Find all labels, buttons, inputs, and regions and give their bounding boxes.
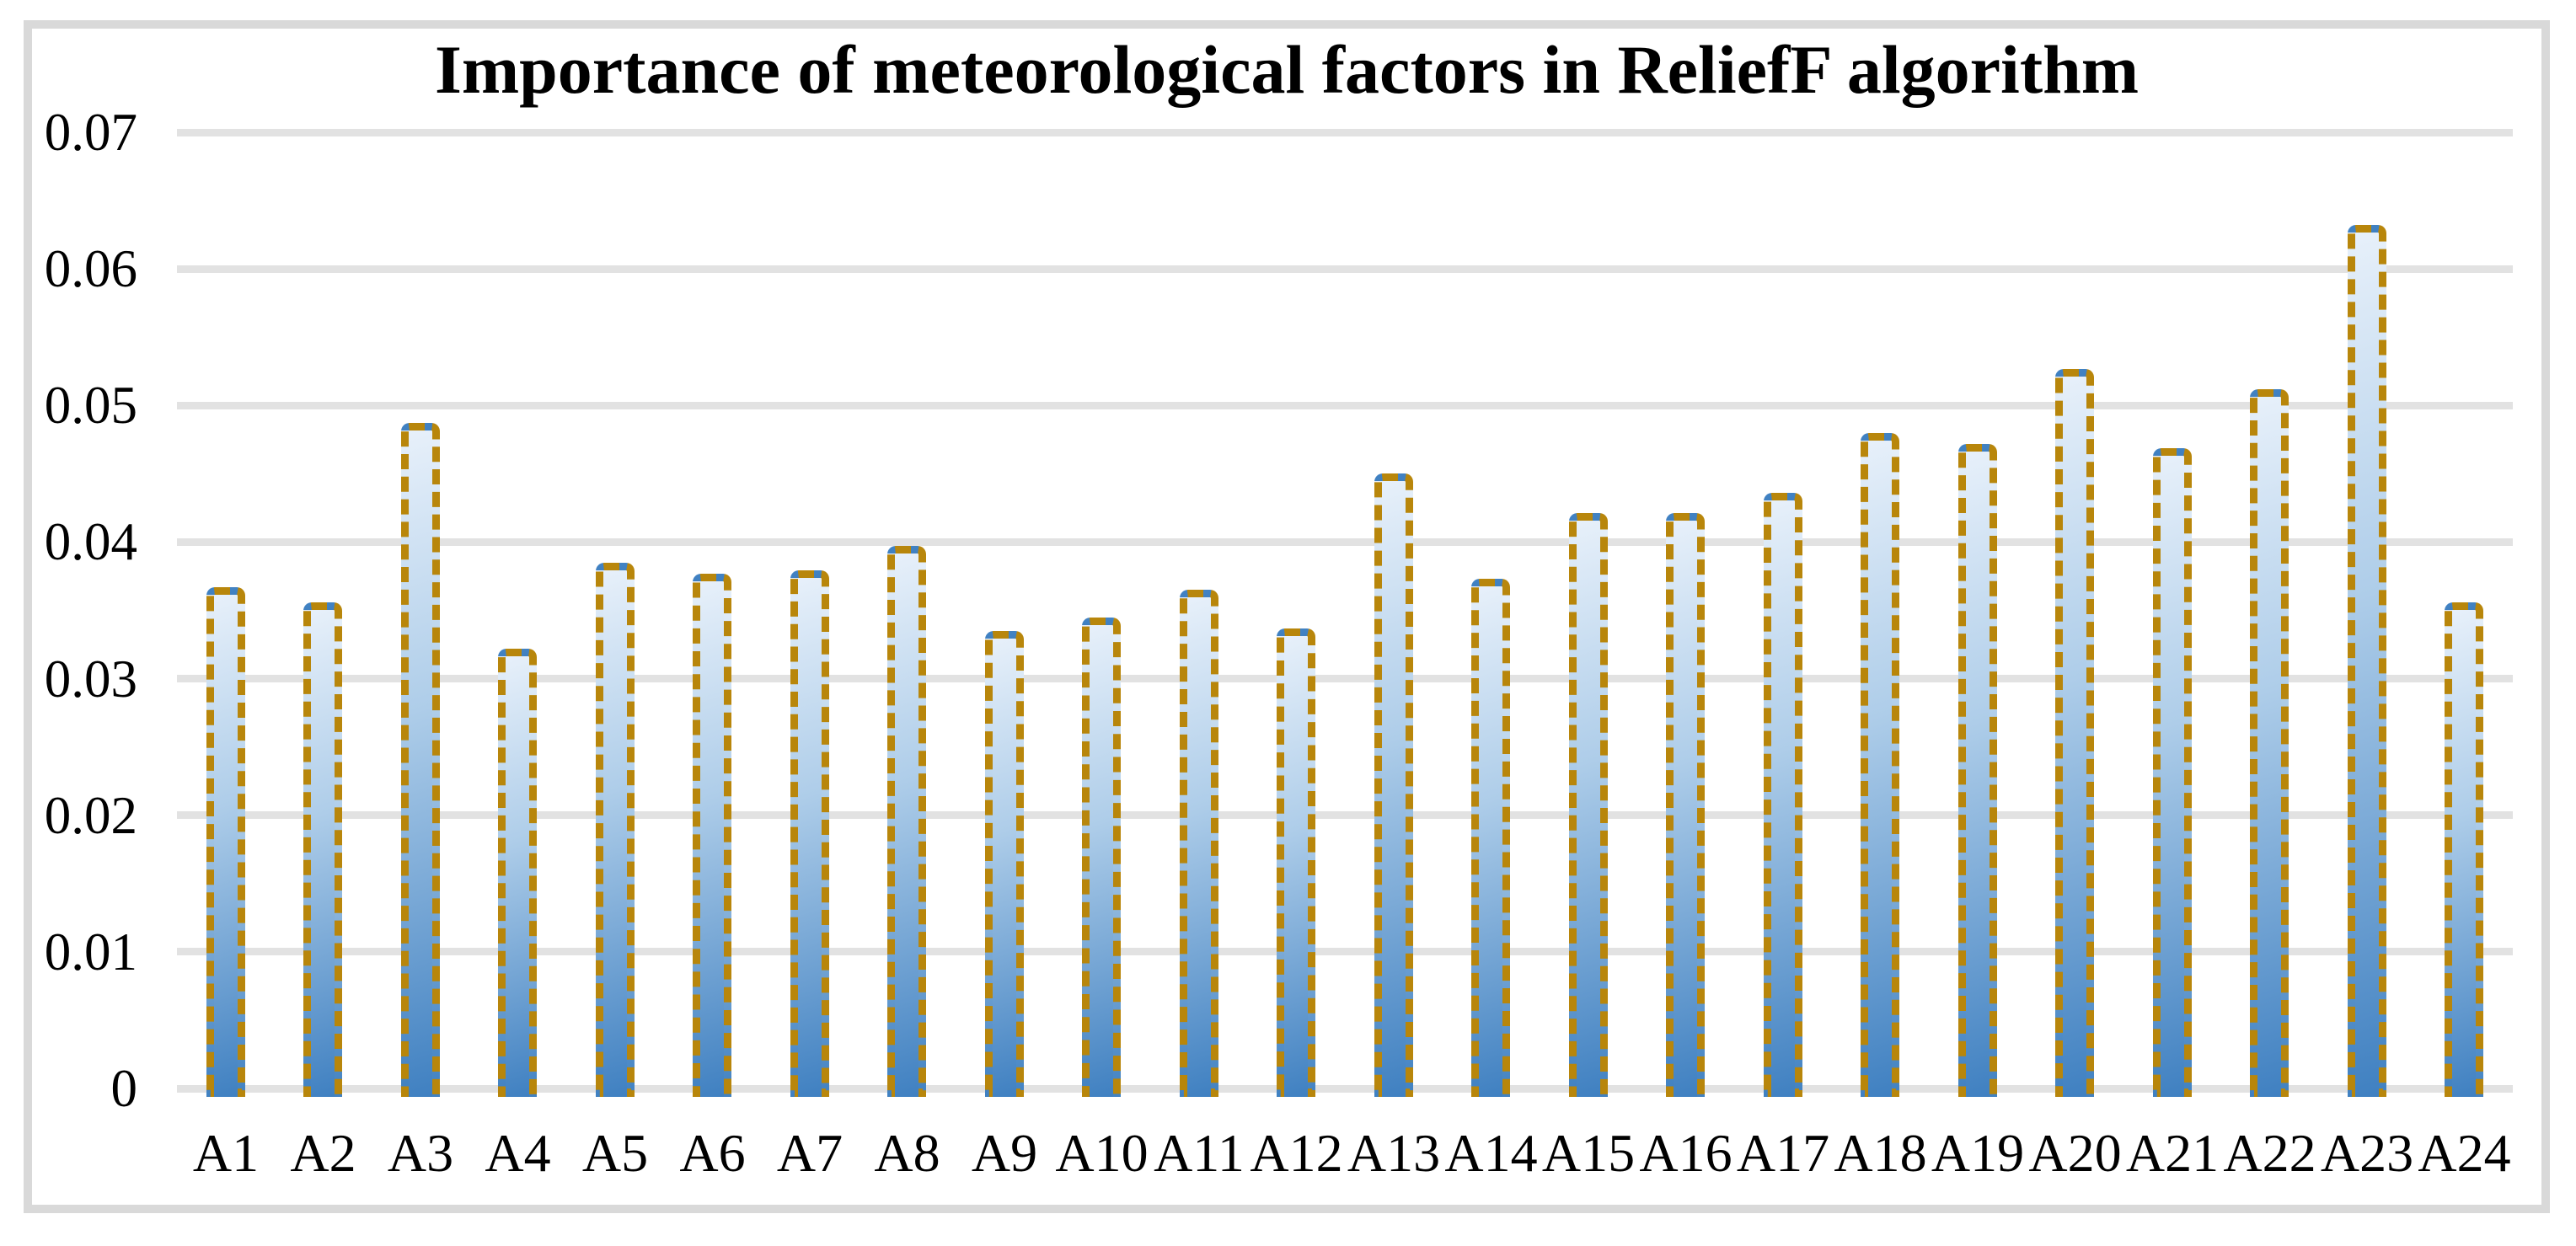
chart-title: Importance of meteorological factors in …	[434, 31, 2140, 108]
gridline	[177, 675, 2513, 683]
gridlines-layer	[177, 128, 2513, 1093]
bar	[1082, 617, 1122, 1097]
x-category-label: A14	[1444, 1123, 1538, 1183]
x-category-label: A20	[2028, 1123, 2122, 1183]
bar	[1666, 513, 1706, 1097]
x-category-label: A16	[1639, 1123, 1733, 1183]
y-tick-label: 0.01	[44, 922, 137, 981]
bar	[1374, 473, 1413, 1097]
bar	[303, 602, 343, 1097]
x-axis-category-labels: A1 A2 A3 A4 A5 A6 A7 A8 A9 A10 A11 A12 A13 A14 A15 A16 A…	[177, 1124, 2513, 1191]
x-category-label: A2	[290, 1123, 356, 1183]
gridline	[177, 128, 2513, 136]
x-category-label: A4	[485, 1123, 551, 1183]
bars-layer	[177, 132, 2513, 1097]
bar	[498, 648, 538, 1097]
plot-area	[177, 128, 2513, 1097]
bar	[693, 573, 732, 1097]
gridline	[177, 265, 2513, 273]
y-tick-label: 0.03	[44, 649, 137, 709]
x-category-label: A5	[581, 1123, 649, 1183]
x-category-label: A1	[192, 1123, 260, 1183]
x-category-label: A9	[971, 1123, 1038, 1183]
x-category-label: A15	[1541, 1123, 1636, 1183]
x-category-label: A22	[2223, 1123, 2316, 1183]
bar	[1861, 432, 1900, 1097]
x-category-label: A13	[1347, 1123, 1441, 1183]
x-category-label: A7	[776, 1123, 843, 1183]
y-tick-label: 0.04	[44, 512, 137, 572]
bar	[984, 630, 1024, 1097]
y-tick-label: 0.06	[44, 239, 137, 299]
x-category-label: A3	[387, 1123, 454, 1183]
bar	[1277, 628, 1316, 1097]
bar	[1179, 590, 1218, 1097]
bar	[1763, 493, 1802, 1097]
gridline	[177, 401, 2513, 409]
x-category-label: A8	[874, 1123, 940, 1183]
bar	[2152, 447, 2192, 1097]
y-tick-label: 0.07	[44, 103, 137, 162]
bar	[1957, 443, 1997, 1097]
gridline	[177, 1084, 2513, 1093]
bar	[887, 546, 927, 1097]
y-axis-tick-labels: 0 0.01 0.02 0.03 0.04 0.05 0.06 0.07	[0, 103, 137, 1118]
x-category-label: A23	[2320, 1123, 2414, 1183]
bar	[790, 570, 829, 1097]
y-tick-label: 0.02	[44, 785, 137, 845]
bar	[2347, 225, 2386, 1097]
x-category-label: A6	[679, 1123, 746, 1183]
bar	[2445, 602, 2484, 1097]
x-category-label: A19	[1931, 1123, 2025, 1183]
y-tick-label: 0	[110, 1059, 138, 1118]
bar	[1471, 579, 1511, 1097]
x-category-label: A12	[1250, 1123, 1343, 1183]
x-category-label: A18	[1834, 1123, 1927, 1183]
bar	[1568, 513, 1608, 1097]
bar	[595, 562, 635, 1097]
bar	[206, 586, 245, 1097]
gridline	[177, 537, 2513, 546]
x-category-label: A11	[1154, 1123, 1245, 1183]
x-category-label: A17	[1736, 1123, 1830, 1183]
x-category-label: A21	[2125, 1123, 2220, 1183]
bar	[2055, 368, 2095, 1097]
x-category-label: A24	[2418, 1123, 2511, 1183]
gridline	[177, 948, 2513, 956]
gridline	[177, 811, 2513, 820]
bar	[2250, 388, 2289, 1097]
x-category-label: A10	[1055, 1123, 1149, 1183]
y-tick-label: 0.05	[44, 376, 137, 436]
bar	[400, 423, 440, 1097]
